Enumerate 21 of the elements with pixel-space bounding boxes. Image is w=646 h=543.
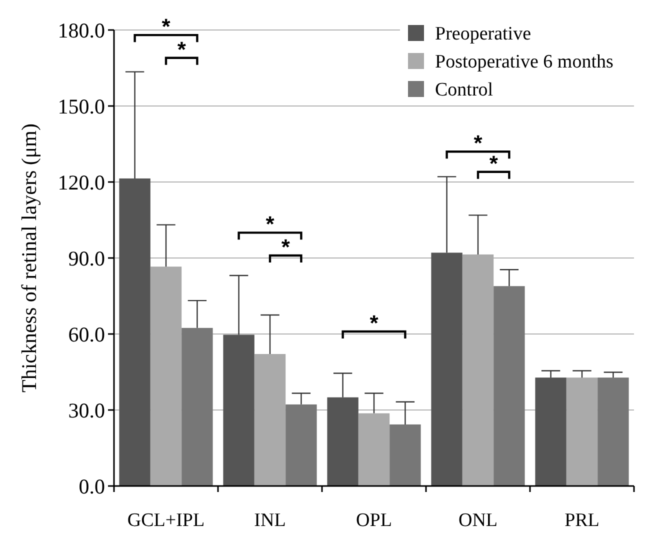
x-tick-label: ONL xyxy=(458,510,498,531)
legend-label: Control xyxy=(435,80,494,101)
annotation: * xyxy=(474,130,483,156)
annotation: * xyxy=(266,212,275,237)
legend-label: Postoperative 6 months xyxy=(435,52,614,73)
significance-bracket: * xyxy=(342,310,406,338)
x-tick-label: OPL xyxy=(356,510,392,531)
annotation: * xyxy=(370,310,379,336)
y-tick-label: 90.0 xyxy=(68,246,105,270)
y-tick-label: 0.0 xyxy=(78,474,105,498)
x-tick-label: INL xyxy=(254,510,286,531)
y-tick-label: 180.0 xyxy=(58,18,105,42)
x-tick-label: GCL+IPL xyxy=(127,510,205,531)
legend-label: Preoperative xyxy=(435,24,532,45)
annotation: * xyxy=(162,14,171,40)
y-axis-title: Thickness of retinal layers (μm) xyxy=(17,123,41,393)
y-tick-label: 120.0 xyxy=(58,170,105,194)
x-tick-label: PRL xyxy=(564,510,600,531)
y-tick-label: 60.0 xyxy=(68,322,105,346)
y-tick-label: 150.0 xyxy=(58,94,105,118)
y-tick-label: 30.0 xyxy=(68,398,105,422)
